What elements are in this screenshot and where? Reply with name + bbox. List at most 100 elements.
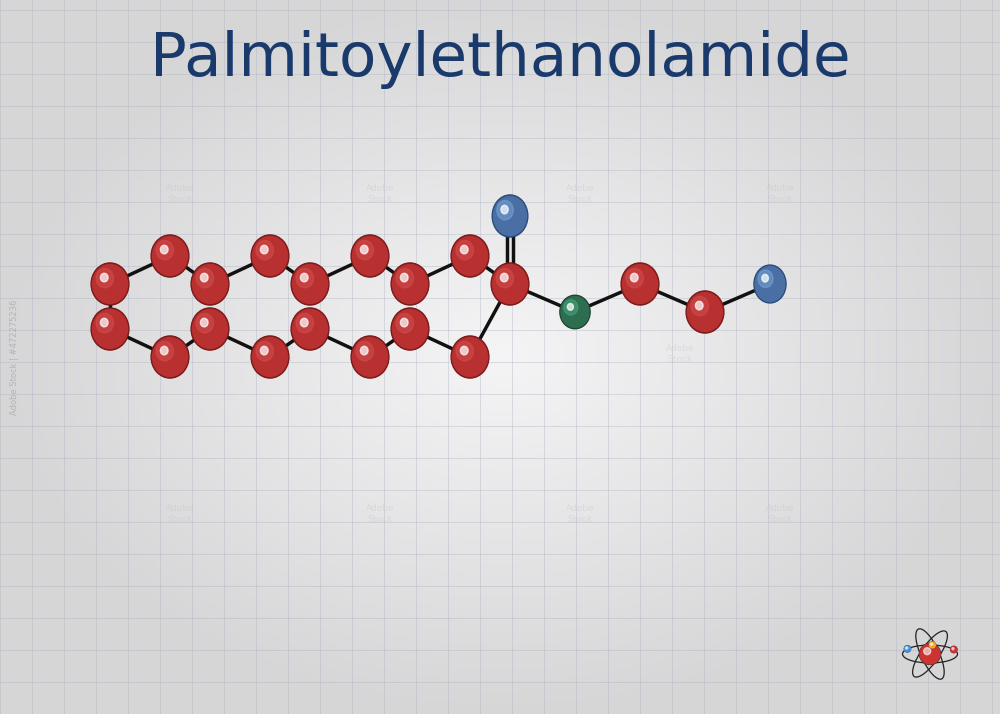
Ellipse shape xyxy=(151,336,189,378)
Ellipse shape xyxy=(160,346,168,355)
Circle shape xyxy=(906,647,908,649)
Circle shape xyxy=(924,648,931,655)
Ellipse shape xyxy=(493,196,526,236)
Ellipse shape xyxy=(292,309,328,348)
Ellipse shape xyxy=(156,241,174,260)
Ellipse shape xyxy=(396,268,414,288)
Ellipse shape xyxy=(392,309,428,348)
Ellipse shape xyxy=(296,313,314,333)
Ellipse shape xyxy=(360,246,368,254)
Ellipse shape xyxy=(256,341,274,361)
Ellipse shape xyxy=(192,264,228,303)
Circle shape xyxy=(920,643,941,665)
Ellipse shape xyxy=(152,338,188,376)
Ellipse shape xyxy=(292,264,328,303)
Ellipse shape xyxy=(256,241,274,260)
Ellipse shape xyxy=(755,266,785,301)
Ellipse shape xyxy=(496,268,514,288)
Ellipse shape xyxy=(260,246,268,254)
Text: Adobe
Stock: Adobe Stock xyxy=(166,184,194,203)
Text: Adobe
Stock: Adobe Stock xyxy=(266,344,294,363)
Ellipse shape xyxy=(91,263,129,305)
Text: Palmitoylethanolamide: Palmitoylethanolamide xyxy=(150,29,850,89)
Ellipse shape xyxy=(396,313,414,333)
Text: Adobe
Stock: Adobe Stock xyxy=(566,504,594,523)
Ellipse shape xyxy=(192,309,228,348)
Circle shape xyxy=(904,646,910,652)
Ellipse shape xyxy=(452,236,488,276)
Ellipse shape xyxy=(452,338,488,376)
Ellipse shape xyxy=(291,308,329,350)
Ellipse shape xyxy=(196,268,214,288)
Ellipse shape xyxy=(622,264,658,303)
Ellipse shape xyxy=(686,291,724,333)
Ellipse shape xyxy=(460,346,468,355)
Ellipse shape xyxy=(160,246,168,254)
Circle shape xyxy=(904,645,911,652)
Circle shape xyxy=(920,644,940,664)
Circle shape xyxy=(951,646,957,653)
Ellipse shape xyxy=(156,341,174,361)
Ellipse shape xyxy=(352,236,388,276)
Ellipse shape xyxy=(492,264,528,303)
Ellipse shape xyxy=(451,235,489,277)
Ellipse shape xyxy=(400,273,408,282)
Ellipse shape xyxy=(352,338,388,376)
Ellipse shape xyxy=(191,263,229,305)
Ellipse shape xyxy=(621,263,659,305)
Ellipse shape xyxy=(691,296,708,316)
Ellipse shape xyxy=(360,346,368,355)
Ellipse shape xyxy=(300,318,308,327)
Text: Adobe
Stock: Adobe Stock xyxy=(766,184,794,203)
Text: Adobe Stock | #472275236: Adobe Stock | #472275236 xyxy=(10,299,20,415)
Ellipse shape xyxy=(200,318,208,327)
Ellipse shape xyxy=(758,270,773,288)
Text: Adobe
Stock: Adobe Stock xyxy=(166,504,194,523)
Ellipse shape xyxy=(152,236,188,276)
Text: Adobe
Stock: Adobe Stock xyxy=(766,504,794,523)
Ellipse shape xyxy=(688,293,722,331)
Ellipse shape xyxy=(561,296,589,328)
Ellipse shape xyxy=(92,309,128,348)
Ellipse shape xyxy=(356,241,374,260)
Ellipse shape xyxy=(300,273,308,282)
Text: Adobe
Stock: Adobe Stock xyxy=(566,184,594,203)
Ellipse shape xyxy=(460,246,468,254)
Ellipse shape xyxy=(291,263,329,305)
Ellipse shape xyxy=(92,264,128,303)
Ellipse shape xyxy=(251,235,289,277)
Ellipse shape xyxy=(151,235,189,277)
Ellipse shape xyxy=(196,313,214,333)
Ellipse shape xyxy=(351,235,389,277)
Circle shape xyxy=(929,642,935,648)
Circle shape xyxy=(952,648,954,650)
Ellipse shape xyxy=(96,313,114,333)
Ellipse shape xyxy=(100,273,108,282)
Circle shape xyxy=(929,642,936,648)
Ellipse shape xyxy=(754,265,786,303)
Ellipse shape xyxy=(100,318,108,327)
Ellipse shape xyxy=(456,241,474,260)
Ellipse shape xyxy=(630,273,638,282)
Ellipse shape xyxy=(392,264,428,303)
Text: Adobe
Stock: Adobe Stock xyxy=(666,344,694,363)
Ellipse shape xyxy=(456,341,474,361)
Ellipse shape xyxy=(252,236,288,276)
Ellipse shape xyxy=(91,308,129,350)
Ellipse shape xyxy=(260,346,268,355)
Text: Adobe
Stock: Adobe Stock xyxy=(366,504,394,523)
Ellipse shape xyxy=(564,300,578,315)
Ellipse shape xyxy=(626,268,644,288)
Text: Adobe
Stock: Adobe Stock xyxy=(366,184,394,203)
Ellipse shape xyxy=(762,274,768,282)
Ellipse shape xyxy=(252,338,288,376)
Ellipse shape xyxy=(400,318,408,327)
Ellipse shape xyxy=(391,263,429,305)
Ellipse shape xyxy=(391,308,429,350)
Ellipse shape xyxy=(351,336,389,378)
Ellipse shape xyxy=(695,301,703,310)
Ellipse shape xyxy=(500,273,508,282)
Ellipse shape xyxy=(560,296,590,328)
Circle shape xyxy=(951,646,957,653)
Ellipse shape xyxy=(251,336,289,378)
